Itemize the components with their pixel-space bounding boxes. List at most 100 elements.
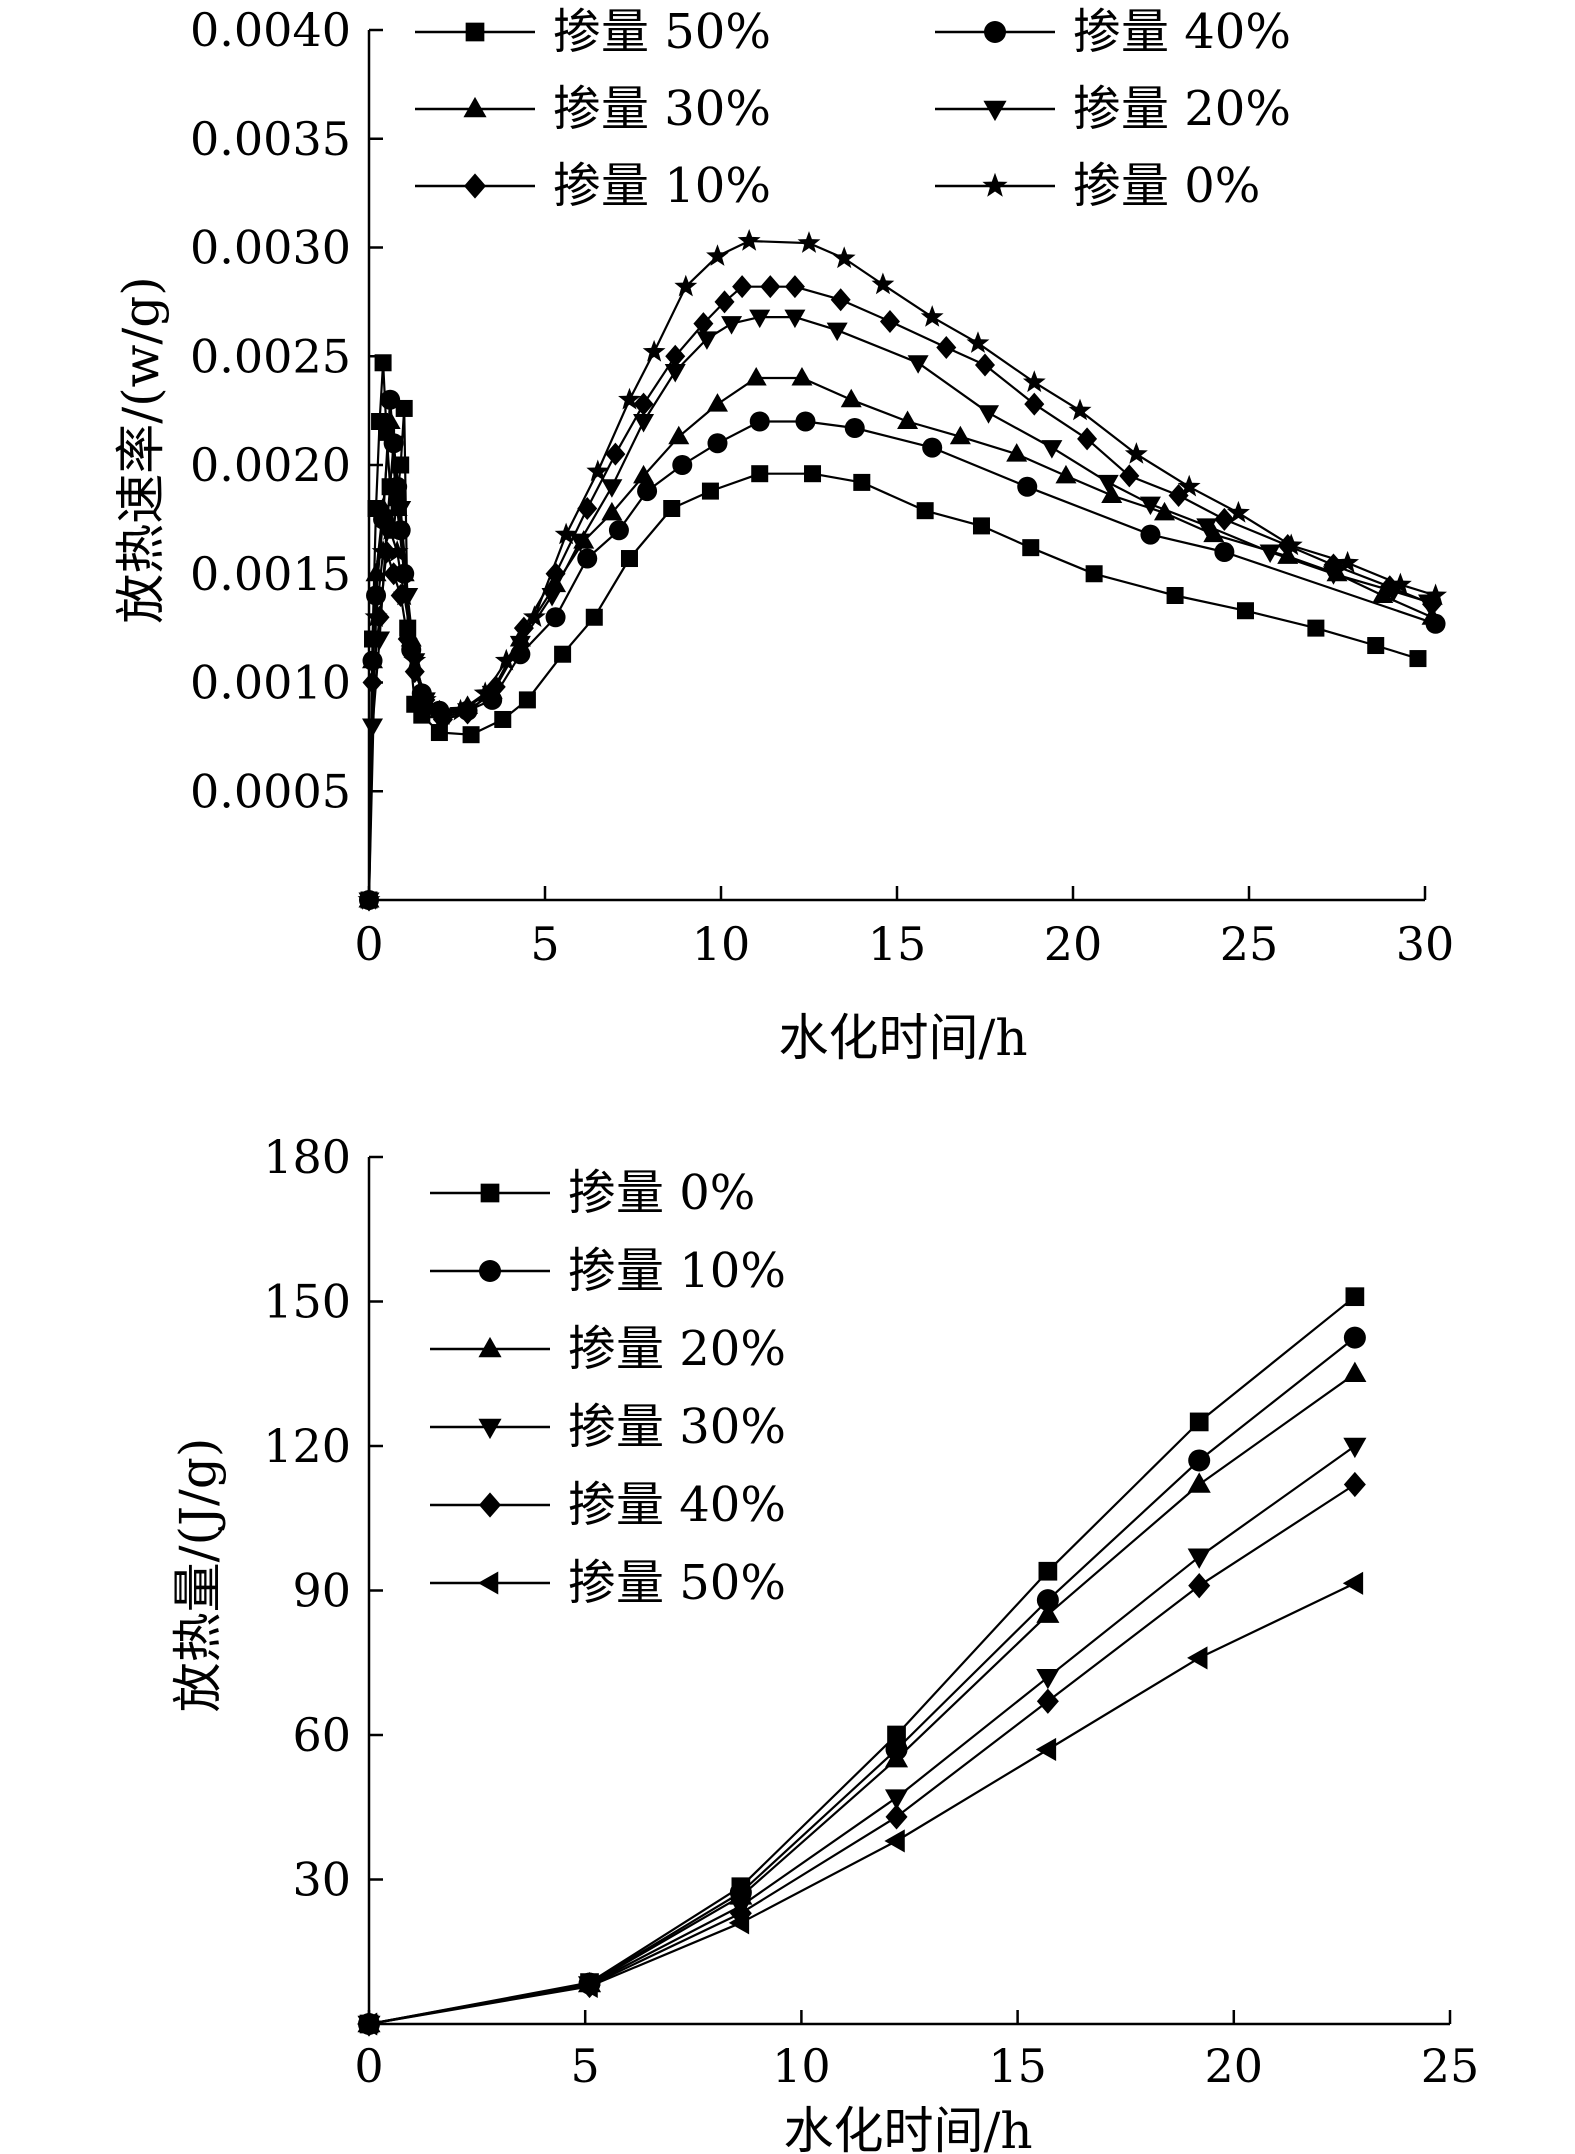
cumulative-heat-x-tick-label: 0 bbox=[354, 2039, 383, 2093]
heat-flow-data-point bbox=[1041, 440, 1063, 459]
cumulative-heat-data-point bbox=[1036, 1668, 1060, 1690]
heat-flow-data-point bbox=[745, 367, 767, 386]
heat-flow-data-point bbox=[379, 410, 401, 429]
cumulative-heat-series-3 bbox=[357, 1437, 1367, 2037]
cumulative-heat-data-point bbox=[1343, 1437, 1367, 1459]
heat-flow-data-point bbox=[1367, 637, 1385, 655]
heat-flow-chart: 0 5 10 15 20 25 30 0.0005 0.0010 0.0015 0.0020 0.00… bbox=[112, 3, 1454, 1067]
heat-flow-data-point bbox=[1022, 370, 1046, 393]
cumulative-heat-legend-entry: 掺量 10% bbox=[430, 1243, 786, 1299]
heat-flow-data-point bbox=[403, 648, 427, 671]
heat-flow-data-point bbox=[642, 339, 666, 362]
cumulative-heat-x-tick-label: 10 bbox=[772, 2039, 831, 2093]
heat-flow-x-tick-label: 30 bbox=[1396, 917, 1455, 971]
heat-flow-y-tick-label: 0.0015 bbox=[190, 547, 351, 601]
heat-flow-data-point bbox=[395, 399, 413, 417]
heat-flow-data-point bbox=[380, 389, 401, 410]
heat-flow-data-point bbox=[1068, 398, 1092, 421]
cumulative-heat-data-point bbox=[1036, 1602, 1060, 1623]
heat-flow-data-point bbox=[721, 316, 743, 335]
heat-flow-data-point bbox=[462, 726, 480, 744]
heat-flow-data-point bbox=[920, 305, 944, 327]
cumulative-heat-x-tick-label: 20 bbox=[1205, 2039, 1264, 2093]
heat-flow-data-point bbox=[706, 244, 729, 266]
heat-flow-data-point bbox=[1259, 544, 1281, 563]
heat-flow-data-point bbox=[665, 344, 686, 368]
heat-flow-axes: 0 5 10 15 20 25 30 0.0005 0.0010 0.0015 0.0020 0.00… bbox=[190, 3, 1454, 971]
cumulative-heat-data-point bbox=[1036, 1688, 1059, 1714]
heat-flow-data-point bbox=[633, 392, 654, 416]
heat-flow-series-5 bbox=[357, 229, 1447, 910]
cumulative-heat-data-point bbox=[356, 2012, 378, 2036]
heat-flow-legend-marker bbox=[984, 21, 1006, 43]
heat-flow-data-point bbox=[413, 706, 431, 724]
heat-flow-data-point bbox=[390, 501, 412, 520]
heat-flow-data-point bbox=[633, 464, 655, 484]
cumulative-heat-data-point bbox=[1189, 1412, 1209, 1432]
heat-flow-data-point bbox=[577, 548, 598, 569]
heat-flow-data-point bbox=[378, 518, 402, 540]
heat-flow-data-point bbox=[545, 562, 566, 586]
heat-flow-data-point bbox=[693, 312, 714, 336]
heat-flow-data-point bbox=[830, 288, 851, 312]
cumulative-heat-legend-entry: 掺量 30% bbox=[430, 1399, 786, 1455]
heat-flow-data-point bbox=[431, 703, 455, 725]
heat-flow-data-point bbox=[936, 336, 957, 360]
heat-flow-legend-label: 掺量 20% bbox=[1073, 81, 1291, 137]
heat-flow-y-tick-label: 0.0040 bbox=[190, 3, 351, 57]
cumulative-heat-legend-marker bbox=[479, 1492, 501, 1518]
cumulative-heat-data-point bbox=[884, 1829, 905, 1853]
cumulative-heat-legend-label: 掺量 10% bbox=[568, 1243, 786, 1299]
heat-flow-x-axis-label: 水化时间/h bbox=[778, 1009, 1027, 1067]
heat-flow-data-point bbox=[1154, 501, 1176, 521]
cumulative-heat-legend-entry: 掺量 50% bbox=[430, 1555, 786, 1611]
heat-flow-data-point bbox=[674, 274, 698, 297]
cumulative-heat-data-point bbox=[1342, 1571, 1364, 1595]
heat-flow-data-point bbox=[1214, 542, 1235, 562]
cumulative-heat-y-tick-label: 60 bbox=[292, 1708, 351, 1762]
heat-flow-data-point bbox=[795, 411, 816, 432]
heat-flow-data-point bbox=[385, 540, 409, 562]
heat-flow-y-tick-label: 0.0035 bbox=[190, 112, 351, 166]
cumulative-heat-data-point bbox=[1036, 1589, 1059, 1612]
cumulative-heat-series-2 bbox=[357, 1361, 1367, 2033]
heat-flow-data-point bbox=[871, 272, 895, 295]
heat-flow-data-point bbox=[494, 648, 518, 671]
heat-flow-data-point bbox=[473, 681, 497, 704]
heat-flow-data-point bbox=[907, 355, 929, 374]
heat-flow-data-point bbox=[1017, 476, 1038, 497]
cumulative-heat-series-line bbox=[368, 1445, 1356, 2026]
cumulative-heat-series-line bbox=[368, 1336, 1356, 2026]
heat-flow-legend-label: 掺量 0% bbox=[1073, 158, 1260, 214]
heat-flow-data-point bbox=[369, 631, 391, 650]
heat-flow-data-point bbox=[664, 363, 686, 383]
heat-flow-data-point bbox=[601, 479, 623, 498]
heat-flow-data-point bbox=[975, 353, 995, 377]
heat-flow-data-point bbox=[364, 605, 388, 627]
cumulative-heat-data-point bbox=[1187, 1472, 1211, 1493]
heat-flow-data-point bbox=[1022, 539, 1040, 557]
heat-flow-data-point bbox=[1388, 572, 1412, 595]
heat-flow-data-point bbox=[523, 605, 546, 627]
cumulative-heat-x-tick-label: 25 bbox=[1421, 2039, 1480, 2093]
heat-flow-data-point bbox=[737, 229, 761, 251]
cumulative-heat-legend-entry: 掺量 40% bbox=[430, 1477, 786, 1533]
heat-flow-legend-entry: 掺量 20% bbox=[935, 81, 1291, 137]
heat-flow-data-point bbox=[1006, 443, 1028, 462]
heat-flow-data-point bbox=[1279, 533, 1303, 556]
heat-flow-x-tick-label: 10 bbox=[692, 917, 751, 971]
heat-flow-data-point bbox=[1124, 442, 1148, 464]
heat-flow-data-point bbox=[545, 607, 566, 628]
heat-flow-data-point bbox=[413, 687, 437, 710]
heat-flow-data-point bbox=[972, 517, 990, 535]
cumulative-heat-series-1 bbox=[358, 1326, 1366, 2035]
cumulative-heat-series bbox=[356, 1287, 1367, 2037]
heat-flow-data-point bbox=[569, 533, 591, 553]
heat-flow-data-point bbox=[897, 410, 919, 429]
heat-flow-data-point bbox=[784, 309, 806, 329]
heat-flow-data-point bbox=[949, 425, 971, 445]
heat-flow-data-point bbox=[1177, 474, 1201, 497]
heat-flow-x-tick-label: 0 bbox=[354, 917, 383, 971]
cumulative-heat-y-tick-label: 30 bbox=[292, 1853, 351, 1907]
heat-flow-legend-entry: 掺量 50% bbox=[415, 4, 771, 60]
